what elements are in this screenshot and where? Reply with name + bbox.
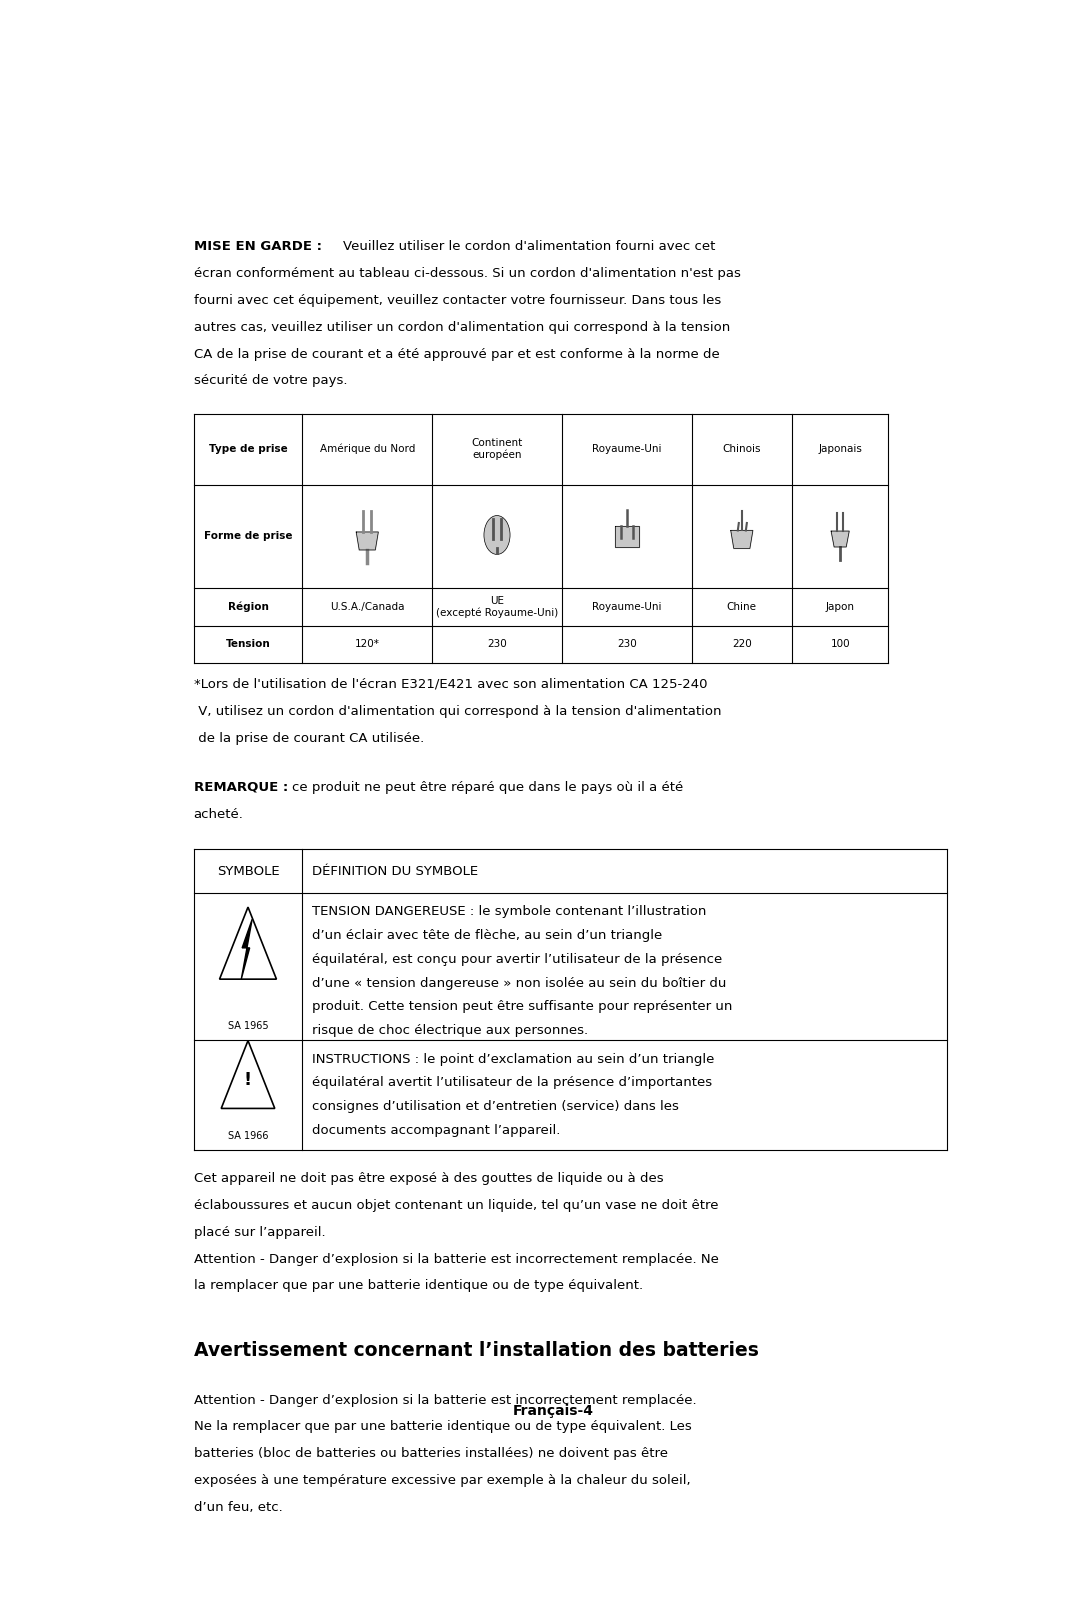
Polygon shape: [241, 920, 253, 979]
Text: 120*: 120*: [355, 640, 380, 649]
Text: éclaboussures et aucun objet contenant un liquide, tel qu’un vase ne doit être: éclaboussures et aucun objet contenant u…: [193, 1200, 718, 1213]
Text: Chine: Chine: [727, 602, 757, 612]
Text: 230: 230: [487, 640, 507, 649]
Text: Amérique du Nord: Amérique du Nord: [320, 444, 415, 455]
Text: UE
(excepté Royaume-Uni): UE (excepté Royaume-Uni): [436, 596, 558, 618]
Polygon shape: [832, 531, 849, 547]
Text: Continent
européen: Continent européen: [471, 439, 523, 460]
Text: REMARQUE :: REMARQUE :: [193, 780, 293, 793]
Text: acheté.: acheté.: [193, 808, 243, 821]
Text: produit. Cette tension peut être suffisante pour représenter un: produit. Cette tension peut être suffisa…: [312, 1001, 733, 1013]
Text: CA de la prise de courant et a été approuvé par et est conforme à la norme de: CA de la prise de courant et a été appro…: [193, 348, 719, 361]
Text: 100: 100: [831, 640, 850, 649]
Text: *Lors de l'utilisation de l'écran E321/E421 avec son alimentation CA 125-240: *Lors de l'utilisation de l'écran E321/E…: [193, 678, 707, 691]
Text: V, utilisez un cordon d'alimentation qui correspond à la tension d'alimentation: V, utilisez un cordon d'alimentation qui…: [193, 704, 721, 717]
Text: Cet appareil ne doit pas être exposé à des gouttes de liquide ou à des: Cet appareil ne doit pas être exposé à d…: [193, 1172, 663, 1185]
Text: placé sur l’appareil.: placé sur l’appareil.: [193, 1226, 325, 1239]
Text: INSTRUCTIONS : le point d’exclamation au sein d’un triangle: INSTRUCTIONS : le point d’exclamation au…: [312, 1052, 715, 1065]
Text: Tension: Tension: [226, 640, 270, 649]
Text: Région: Région: [228, 602, 269, 612]
Text: MISE EN GARDE :: MISE EN GARDE :: [193, 240, 326, 254]
Text: Attention - Danger d’explosion si la batterie est incorrectement remplacée.: Attention - Danger d’explosion si la bat…: [193, 1394, 697, 1407]
Polygon shape: [615, 526, 638, 547]
Text: !: !: [244, 1072, 252, 1090]
Text: Chinois: Chinois: [723, 444, 761, 455]
Text: Attention - Danger d’explosion si la batterie est incorrectement remplacée. Ne: Attention - Danger d’explosion si la bat…: [193, 1253, 718, 1266]
Text: Veuillez utiliser le cordon d'alimentation fourni avec cet: Veuillez utiliser le cordon d'alimentati…: [342, 240, 715, 254]
Text: documents accompagnant l’appareil.: documents accompagnant l’appareil.: [312, 1124, 561, 1137]
Polygon shape: [219, 907, 276, 979]
Text: SA 1966: SA 1966: [228, 1132, 268, 1141]
Text: Royaume-Uni: Royaume-Uni: [592, 444, 661, 455]
Text: Ne la remplacer que par une batterie identique ou de type équivalent. Les: Ne la remplacer que par une batterie ide…: [193, 1420, 691, 1433]
Text: d’une « tension dangereuse » non isolée au sein du boîtier du: d’une « tension dangereuse » non isolée …: [312, 976, 727, 989]
Text: batteries (bloc de batteries ou batteries installées) ne doivent pas être: batteries (bloc de batteries ou batterie…: [193, 1447, 667, 1460]
Circle shape: [484, 515, 510, 554]
Polygon shape: [221, 1041, 274, 1109]
Text: Royaume-Uni: Royaume-Uni: [592, 602, 661, 612]
Text: Forme de prise: Forme de prise: [204, 531, 293, 541]
Text: écran conformément au tableau ci-dessous. Si un cordon d'alimentation n'est pas: écran conformément au tableau ci-dessous…: [193, 267, 741, 280]
Text: de la prise de courant CA utilisée.: de la prise de courant CA utilisée.: [193, 732, 423, 745]
Text: fourni avec cet équipement, veuillez contacter votre fournisseur. Dans tous les: fourni avec cet équipement, veuillez con…: [193, 295, 720, 308]
Text: autres cas, veuillez utiliser un cordon d'alimentation qui correspond à la tensi: autres cas, veuillez utiliser un cordon …: [193, 321, 730, 334]
Text: U.S.A./Canada: U.S.A./Canada: [330, 602, 405, 612]
Text: équilatéral avertit l’utilisateur de la présence d’importantes: équilatéral avertit l’utilisateur de la …: [312, 1077, 713, 1090]
Text: TENSION DANGEREUSE : le symbole contenant l’illustration: TENSION DANGEREUSE : le symbole contenan…: [312, 905, 706, 918]
Text: Français-4: Français-4: [513, 1404, 594, 1418]
Text: consignes d’utilisation et d’entretien (service) dans les: consignes d’utilisation et d’entretien (…: [312, 1099, 679, 1112]
Polygon shape: [356, 533, 378, 550]
Polygon shape: [731, 531, 753, 549]
Text: 230: 230: [617, 640, 636, 649]
Text: Japon: Japon: [826, 602, 854, 612]
Text: 220: 220: [732, 640, 752, 649]
Text: SA 1965: SA 1965: [228, 1022, 268, 1031]
Text: Avertissement concernant l’installation des batteries: Avertissement concernant l’installation …: [193, 1341, 758, 1360]
Text: sécurité de votre pays.: sécurité de votre pays.: [193, 374, 347, 387]
Text: d’un éclair avec tête de flèche, au sein d’un triangle: d’un éclair avec tête de flèche, au sein…: [312, 929, 663, 942]
Text: Japonais: Japonais: [819, 444, 862, 455]
Text: SYMBOLE: SYMBOLE: [217, 865, 280, 877]
Text: d’un feu, etc.: d’un feu, etc.: [193, 1501, 282, 1514]
Text: ce produit ne peut être réparé que dans le pays où il a été: ce produit ne peut être réparé que dans …: [293, 780, 684, 793]
Text: DÉFINITION DU SYMBOLE: DÉFINITION DU SYMBOLE: [312, 865, 478, 877]
Text: Type de prise: Type de prise: [208, 444, 287, 455]
Text: exposées à une température excessive par exemple à la chaleur du soleil,: exposées à une température excessive par…: [193, 1473, 690, 1486]
Text: équilatéral, est conçu pour avertir l’utilisateur de la présence: équilatéral, est conçu pour avertir l’ut…: [312, 954, 723, 967]
Text: la remplacer que par une batterie identique ou de type équivalent.: la remplacer que par une batterie identi…: [193, 1279, 643, 1292]
Text: risque de choc électrique aux personnes.: risque de choc électrique aux personnes.: [312, 1023, 589, 1036]
